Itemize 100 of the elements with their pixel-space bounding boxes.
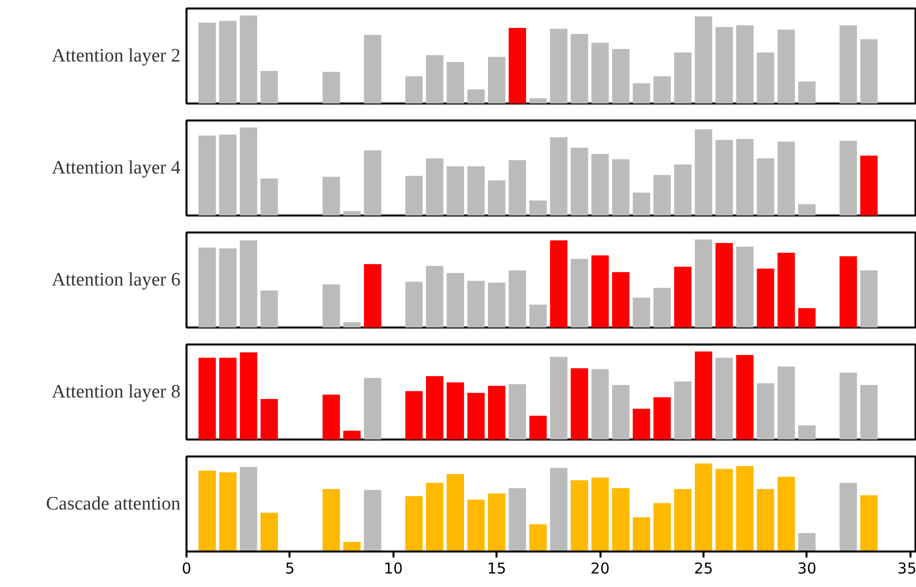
bar bbox=[426, 482, 444, 552]
bar bbox=[840, 140, 857, 216]
bar bbox=[612, 488, 630, 552]
bar bbox=[736, 138, 754, 216]
bar bbox=[426, 266, 444, 328]
bar bbox=[674, 266, 692, 328]
bar bbox=[840, 372, 857, 440]
bar bbox=[674, 489, 692, 552]
bar bbox=[508, 160, 526, 216]
y-axis-title: Attention layer 4 bbox=[52, 158, 181, 178]
x-tick-label: 15 bbox=[487, 560, 506, 578]
bar bbox=[446, 272, 464, 328]
bar bbox=[322, 72, 340, 104]
bar bbox=[674, 52, 692, 104]
bar bbox=[715, 140, 733, 216]
bar bbox=[860, 270, 878, 328]
y-axis-title: Attention layer 8 bbox=[52, 382, 181, 402]
bar bbox=[694, 129, 712, 216]
bar bbox=[778, 366, 795, 440]
bar bbox=[240, 352, 258, 440]
bar bbox=[446, 166, 464, 216]
bar bbox=[219, 20, 237, 104]
bar bbox=[488, 493, 506, 552]
y-axis-title: Attention layer 6 bbox=[52, 270, 181, 290]
bar bbox=[591, 255, 609, 328]
bar bbox=[570, 34, 588, 104]
bar bbox=[405, 176, 423, 216]
bar bbox=[798, 533, 816, 552]
bar bbox=[612, 48, 630, 104]
bar bbox=[364, 490, 382, 552]
bar bbox=[798, 82, 816, 104]
bar bbox=[778, 142, 795, 216]
bar bbox=[840, 256, 857, 328]
bar bbox=[219, 248, 237, 328]
bar bbox=[426, 158, 444, 216]
bar bbox=[198, 22, 216, 104]
bar bbox=[446, 382, 464, 440]
bar bbox=[694, 240, 712, 328]
bar bbox=[364, 378, 382, 440]
bar bbox=[798, 308, 816, 328]
bar bbox=[694, 352, 712, 440]
bar bbox=[840, 25, 857, 104]
bar bbox=[756, 489, 774, 552]
bar bbox=[778, 30, 795, 104]
bar bbox=[694, 464, 712, 552]
bar bbox=[467, 166, 485, 216]
bar bbox=[570, 258, 588, 328]
bar bbox=[694, 16, 712, 104]
bar bbox=[860, 39, 878, 104]
bar bbox=[860, 495, 878, 552]
bar bbox=[591, 154, 609, 216]
bar bbox=[508, 488, 526, 552]
x-tick-label: 20 bbox=[590, 560, 610, 578]
bar bbox=[260, 70, 278, 104]
bar bbox=[736, 246, 754, 328]
bar bbox=[591, 478, 609, 552]
bar bbox=[198, 135, 216, 216]
bar bbox=[405, 76, 423, 104]
bar bbox=[260, 290, 278, 328]
bar bbox=[426, 376, 444, 440]
bar bbox=[653, 397, 671, 440]
bar bbox=[632, 298, 650, 328]
bar bbox=[632, 517, 650, 552]
bar bbox=[240, 128, 258, 216]
bar bbox=[798, 204, 816, 216]
bar bbox=[653, 288, 671, 328]
bar bbox=[260, 399, 278, 440]
bar bbox=[322, 489, 340, 552]
bar bbox=[364, 150, 382, 216]
bar bbox=[322, 394, 340, 440]
x-tick-label: 10 bbox=[384, 560, 403, 578]
bar bbox=[322, 176, 340, 216]
bar bbox=[529, 200, 547, 216]
bar bbox=[508, 384, 526, 440]
bar bbox=[322, 284, 340, 328]
bar bbox=[840, 482, 857, 552]
bar bbox=[736, 355, 754, 440]
bar bbox=[529, 416, 547, 440]
bar bbox=[715, 358, 733, 440]
bar bbox=[364, 34, 382, 104]
bar bbox=[405, 282, 423, 328]
bar bbox=[591, 42, 609, 104]
bar bbox=[860, 156, 878, 216]
bar bbox=[550, 468, 568, 552]
bar bbox=[219, 358, 237, 440]
bar bbox=[653, 175, 671, 216]
bar bbox=[674, 381, 692, 440]
bar bbox=[488, 386, 506, 440]
bar bbox=[343, 211, 361, 216]
bar bbox=[715, 26, 733, 104]
bar bbox=[364, 264, 382, 328]
x-tick-label: 25 bbox=[694, 560, 714, 578]
bar bbox=[756, 268, 774, 328]
bar bbox=[198, 247, 216, 328]
bar bbox=[467, 500, 485, 552]
x-tick-label: 0 bbox=[182, 560, 192, 578]
bar bbox=[446, 474, 464, 552]
bar bbox=[467, 89, 485, 104]
bar bbox=[529, 304, 547, 328]
x-tick-label: 30 bbox=[797, 560, 816, 578]
